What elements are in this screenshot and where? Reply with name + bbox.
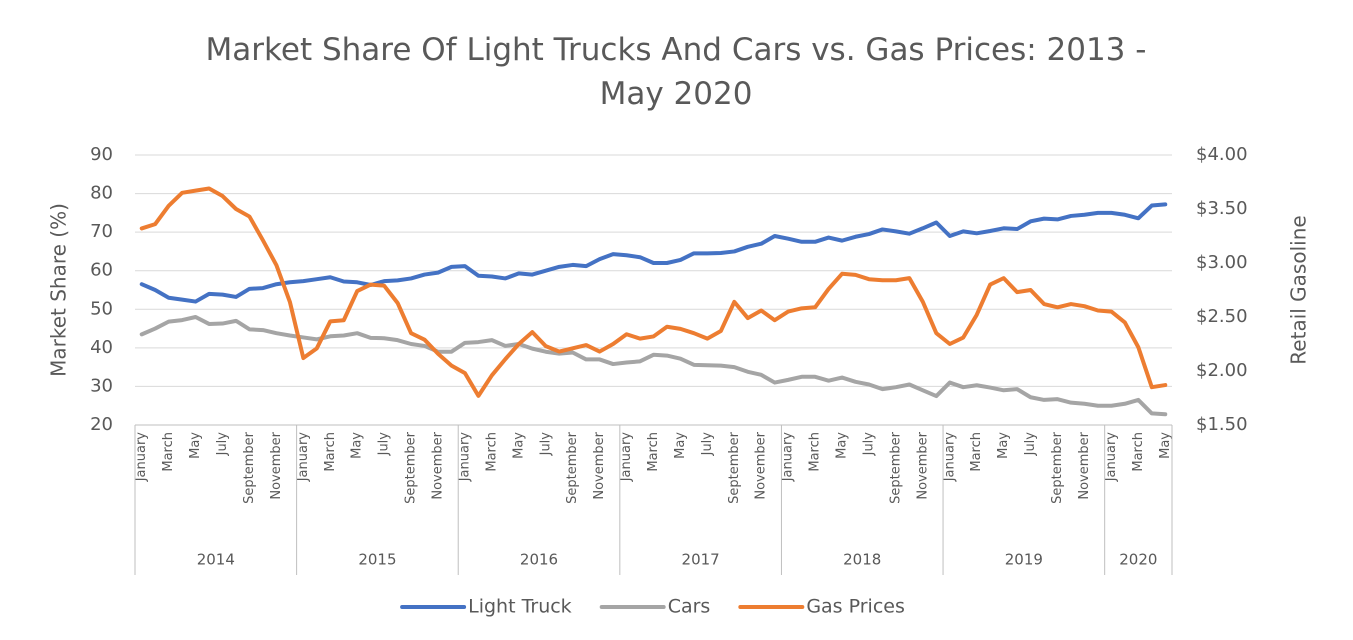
x-tick-label: January: [296, 432, 311, 483]
x-tick-label: March: [1131, 432, 1146, 472]
legend-label: Cars: [668, 596, 711, 618]
x-tick-label: January: [1104, 432, 1119, 483]
x-tick-label: May: [188, 432, 203, 459]
y2-tick-label: $1.50: [1196, 414, 1248, 435]
x-tick-label: July: [700, 432, 715, 457]
y-tick-label: 80: [90, 183, 113, 204]
x-tick-label: July: [215, 432, 230, 457]
y-tick-label: 90: [90, 144, 113, 165]
x-tick-label: May: [835, 432, 850, 459]
x-tick-label: September: [888, 431, 903, 504]
x-tick-label: September: [565, 431, 580, 504]
year-label: 2017: [682, 551, 720, 569]
x-tick-label: January: [619, 432, 634, 483]
x-tick-label: January: [781, 432, 796, 483]
x-tick-label: November: [431, 431, 446, 499]
year-label: 2015: [358, 551, 396, 569]
x-tick-label: March: [161, 432, 176, 472]
y-axis-title: Market Share (%): [47, 203, 71, 377]
x-tick-label: November: [915, 431, 930, 499]
legend-label: Light Truck: [468, 596, 572, 618]
legend-label: Gas Prices: [806, 596, 905, 618]
x-tick-label: May: [511, 432, 526, 459]
chart-title: Market Share Of Light Trucks And Cars vs…: [205, 32, 1147, 112]
x-tick-label: March: [808, 432, 823, 472]
x-tick-label: January: [134, 432, 149, 483]
y2-tick-label: $3.00: [1196, 252, 1248, 273]
x-tick-label: January: [457, 432, 472, 483]
x-tick-label: July: [861, 432, 876, 457]
year-label: 2014: [197, 551, 235, 569]
x-tick-label: November: [1077, 431, 1092, 499]
x-tick-label: September: [242, 431, 257, 504]
x-tick-label: November: [754, 431, 769, 499]
year-label: 2019: [1005, 551, 1043, 569]
x-tick-label: July: [377, 432, 392, 457]
x-tick-label: May: [996, 432, 1011, 459]
x-tick-label: March: [969, 432, 984, 472]
x-tick-label: May: [350, 432, 365, 459]
x-tick-label: September: [727, 431, 742, 504]
x-tick-label: May: [673, 432, 688, 459]
year-label: 2020: [1119, 551, 1157, 569]
x-tick-label: May: [1158, 432, 1173, 459]
series-line: [139, 202, 1168, 304]
y-tick-label: 40: [90, 337, 113, 358]
x-tick-label: November: [269, 431, 284, 499]
y2-tick-label: $4.00: [1196, 144, 1248, 165]
x-tick-label: March: [484, 432, 499, 472]
x-tick-label: July: [1023, 432, 1038, 457]
x-tick-label: January: [942, 432, 957, 483]
series-line: [139, 186, 1168, 398]
x-tick-label: March: [646, 432, 661, 472]
series-line: [139, 315, 1168, 417]
y2-tick-label: $2.00: [1196, 360, 1248, 381]
y2-tick-label: $2.50: [1196, 306, 1248, 327]
y2-axis-title: Retail Gasoline: [1287, 215, 1311, 364]
y-tick-label: 60: [90, 260, 113, 281]
y-tick-label: 70: [90, 221, 113, 242]
y2-tick-label: $3.50: [1196, 198, 1248, 219]
y-tick-label: 30: [90, 375, 113, 396]
year-label: 2016: [520, 551, 558, 569]
x-tick-label: September: [404, 431, 419, 504]
y-tick-label: 50: [90, 298, 113, 319]
x-tick-label: July: [538, 432, 553, 457]
x-tick-label: March: [323, 432, 338, 472]
x-tick-label: September: [1050, 431, 1065, 504]
x-tick-label: November: [592, 431, 607, 499]
year-label: 2018: [843, 551, 881, 569]
y-tick-label: 20: [90, 414, 113, 435]
